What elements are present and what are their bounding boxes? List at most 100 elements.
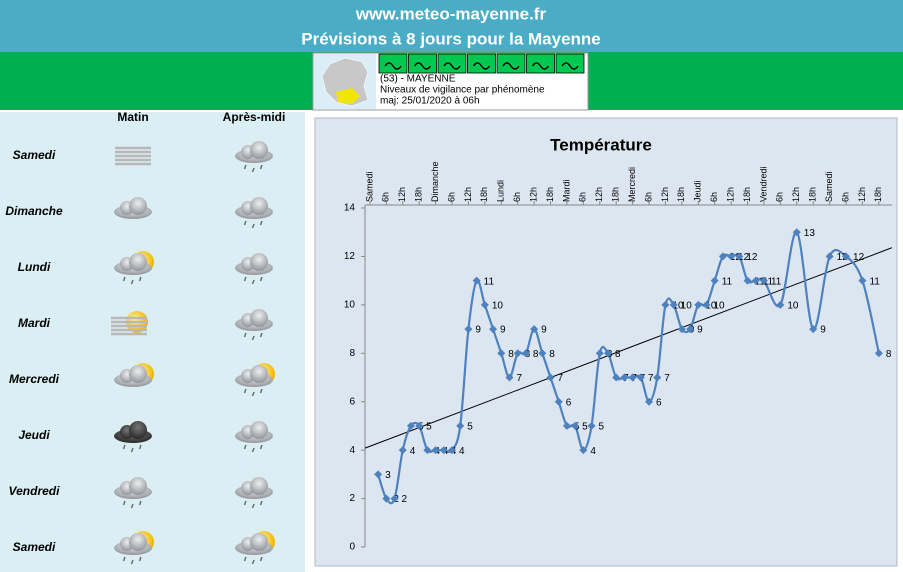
cloud bbox=[129, 197, 147, 215]
value-label: 5 bbox=[582, 422, 588, 433]
point bbox=[694, 300, 703, 309]
rain-drop bbox=[251, 559, 255, 565]
point bbox=[718, 252, 727, 261]
cloud bbox=[250, 421, 268, 439]
x-tick-label: Vendredi bbox=[758, 166, 768, 202]
x-tick-label: 6h bbox=[643, 192, 653, 202]
y-tick-label: 14 bbox=[344, 203, 356, 214]
point bbox=[464, 325, 473, 334]
value-label: 6 bbox=[566, 397, 572, 408]
rain-drop bbox=[122, 556, 126, 562]
x-tick-label: 12h bbox=[528, 187, 538, 202]
point bbox=[587, 421, 596, 430]
value-label: 8 bbox=[549, 349, 555, 360]
x-tick-label: 6h bbox=[446, 192, 456, 202]
cloud bbox=[129, 253, 147, 271]
point bbox=[628, 373, 637, 382]
vigilance-glyph bbox=[531, 62, 550, 70]
weather-icons: Samedi Dimanche Lundi Mardi Mercredi Jeudi Ven… bbox=[5, 141, 275, 565]
rain-drop bbox=[251, 167, 255, 173]
vigilance-glyph bbox=[502, 62, 520, 70]
value-label: 12 bbox=[730, 252, 742, 263]
value-label: 7 bbox=[648, 373, 654, 384]
rain-drop bbox=[251, 279, 255, 285]
x-tick-label: 18h bbox=[742, 187, 752, 202]
y-tick-label: 8 bbox=[349, 348, 355, 359]
value-label: 6 bbox=[656, 397, 662, 408]
cloud bbox=[250, 533, 268, 551]
rain-drop bbox=[243, 164, 247, 170]
cloud bbox=[129, 533, 147, 551]
point bbox=[513, 349, 522, 358]
point bbox=[669, 300, 678, 309]
value-label: 10 bbox=[681, 300, 693, 311]
value-label: 11 bbox=[869, 276, 880, 287]
value-label: 3 bbox=[385, 470, 391, 481]
value-label: 12 bbox=[853, 252, 865, 263]
value-label: 11 bbox=[763, 276, 774, 287]
x-tick-label: 6h bbox=[578, 192, 588, 202]
point bbox=[374, 470, 383, 479]
vigilance-icon bbox=[496, 53, 526, 74]
vigilance-icon bbox=[378, 53, 408, 74]
value-label: 12 bbox=[738, 252, 750, 263]
point bbox=[431, 446, 440, 455]
rain-drop bbox=[243, 500, 247, 506]
point bbox=[661, 300, 670, 309]
rain-drop bbox=[122, 276, 126, 282]
point bbox=[497, 349, 506, 358]
value-label: 8 bbox=[533, 349, 539, 360]
value-label: 10 bbox=[787, 300, 799, 311]
rain-drop bbox=[138, 556, 142, 562]
day-label: Dimanche bbox=[5, 204, 63, 218]
vigilance-icon bbox=[408, 53, 437, 74]
point bbox=[653, 373, 662, 382]
x-tick-label: Mercredi bbox=[627, 167, 637, 202]
rain-drop bbox=[259, 276, 263, 282]
vigilance-glyph bbox=[561, 62, 579, 70]
vigilance-department: (53) - MAYENNE bbox=[380, 74, 456, 85]
value-label: 10 bbox=[713, 300, 725, 311]
value-label: 4 bbox=[459, 446, 465, 457]
vigilance-icon bbox=[437, 53, 467, 74]
rain-drop bbox=[138, 276, 142, 282]
x-tick-label: Samedi bbox=[364, 171, 374, 202]
value-label: 7 bbox=[516, 373, 522, 384]
chart: 0 2 4 6 8 10 12 14 Samedi 6h 12h 18h Dimanche 6h 12h 18… bbox=[344, 161, 893, 553]
value-label: 9 bbox=[500, 325, 506, 336]
value-label: 10 bbox=[672, 300, 684, 311]
point bbox=[636, 373, 645, 382]
x-tick-label: 18h bbox=[414, 187, 424, 202]
value-label: 8 bbox=[508, 349, 514, 360]
point bbox=[809, 325, 818, 334]
x-tick-label: 12h bbox=[857, 187, 867, 202]
rain-drop bbox=[138, 500, 142, 506]
day-label: Vendredi bbox=[9, 484, 61, 498]
x-tick-label: 12h bbox=[594, 187, 604, 202]
x-tick-label: 6h bbox=[840, 192, 850, 202]
vigilance-glyph bbox=[413, 62, 432, 70]
cloud bbox=[250, 253, 268, 271]
cloud bbox=[250, 197, 268, 215]
value-label: 10 bbox=[492, 300, 504, 311]
value-label: 11 bbox=[755, 276, 766, 287]
column-header: Matin bbox=[117, 110, 148, 124]
x-tick-label: Jeudi bbox=[693, 180, 703, 202]
value-label: 9 bbox=[541, 325, 547, 336]
chart-title: Température bbox=[550, 135, 652, 154]
point bbox=[415, 421, 424, 430]
point bbox=[842, 252, 851, 261]
point bbox=[702, 300, 711, 309]
site-name: www.meteo-mayenne.fr bbox=[355, 4, 547, 23]
value-label: 11 bbox=[771, 276, 782, 287]
vigilance-glyph bbox=[472, 62, 491, 70]
point bbox=[776, 300, 785, 309]
value-label: 5 bbox=[467, 422, 473, 433]
rain-drop bbox=[259, 220, 263, 226]
rain-drop bbox=[130, 503, 134, 509]
point bbox=[505, 373, 514, 382]
cloud bbox=[129, 365, 147, 383]
rain-drop bbox=[243, 332, 247, 338]
point bbox=[489, 325, 498, 334]
point bbox=[792, 228, 801, 237]
